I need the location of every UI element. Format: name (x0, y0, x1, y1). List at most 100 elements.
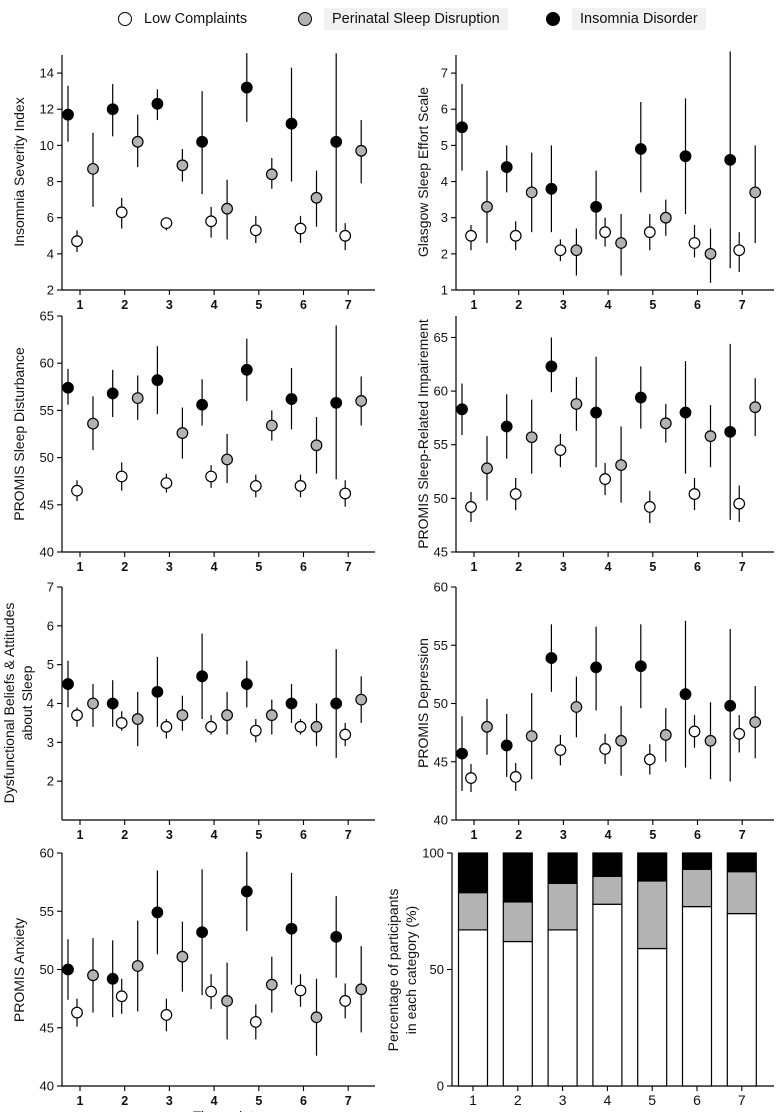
data-point (643, 226, 656, 239)
data-point (330, 930, 343, 943)
data-point (688, 725, 701, 738)
bar-segment (592, 852, 623, 877)
data-point (160, 720, 173, 733)
bar-segment (681, 852, 713, 870)
data-point (196, 670, 209, 683)
bar-segment (547, 882, 578, 931)
y-tick-label: 3 (441, 210, 448, 225)
data-point (733, 727, 746, 740)
data-point (339, 728, 352, 741)
data-point (115, 990, 128, 1003)
y-axis-label: Glasgow Sleep Effort Scale (415, 87, 431, 257)
x-tick-label: 3 (559, 1092, 567, 1108)
data-point (151, 685, 164, 698)
x-tick-label: 5 (649, 298, 656, 312)
data-point (310, 1011, 323, 1024)
data-point (724, 153, 737, 166)
data-point (265, 978, 278, 991)
x-tick-label: 2 (121, 298, 128, 312)
data-point (679, 150, 692, 163)
data-point (176, 159, 189, 172)
data-point (509, 488, 522, 500)
data-point (115, 206, 128, 219)
data-point (131, 392, 144, 405)
data-point (634, 660, 647, 673)
x-tick-label: 6 (693, 1092, 701, 1108)
data-point (570, 244, 583, 257)
data-point (294, 222, 307, 235)
bar-segment (681, 868, 713, 908)
data-point (160, 1009, 173, 1021)
y-tick-label: 60 (40, 846, 54, 861)
bar-segment (637, 852, 668, 882)
y-tick-label: 8 (47, 174, 54, 189)
x-tick-label: 6 (694, 560, 701, 574)
data-point (643, 501, 656, 513)
y-axis-label-line2: about Sleep (19, 665, 35, 740)
y-tick-label: 4 (47, 246, 54, 261)
data-point (355, 144, 368, 157)
y-tick-label: 5 (441, 138, 448, 153)
data-point (221, 995, 234, 1007)
bar-segment (726, 871, 757, 915)
x-tick-label: 7 (739, 560, 746, 574)
legend-item-insomnia-disorder: Insomnia Disorder (546, 6, 706, 32)
y-tick-label: 2 (47, 774, 54, 789)
x-tick-label: 1 (471, 828, 478, 842)
x-tick-label: 7 (738, 1092, 746, 1108)
y-tick-label: 1 (441, 283, 448, 298)
x-tick-label: 5 (255, 298, 262, 312)
data-point (733, 497, 746, 510)
y-tick-label: 45 (434, 754, 448, 769)
data-point (456, 121, 468, 134)
x-tick-label: 1 (77, 298, 84, 312)
legend-item-perinatal-sleep-disruption: Perinatal Sleep Disruption (298, 6, 508, 32)
data-point (205, 985, 218, 998)
y-tick-label: 7 (441, 66, 448, 81)
x-tick-label: 5 (648, 1092, 656, 1108)
data-point (240, 363, 253, 376)
x-tick-label: 1 (469, 1092, 477, 1108)
data-point (294, 480, 307, 492)
y-tick-label: 12 (40, 102, 54, 117)
data-point (525, 730, 538, 743)
data-point (688, 488, 701, 500)
y-tick-label: 10 (40, 138, 54, 153)
data-point (240, 81, 253, 94)
data-point (106, 697, 119, 710)
y-tick-label: 40 (40, 545, 54, 560)
data-point (205, 470, 218, 483)
data-point (570, 398, 583, 410)
data-point (71, 709, 83, 722)
chart-dbas: 2 3 4 5 6 7 1 2 3 4 5 6 7 Dysfunctional Beliefs & Att… (1, 580, 375, 842)
bar-segment (457, 852, 489, 894)
data-point (205, 720, 218, 733)
data-point (500, 739, 513, 752)
data-point (500, 420, 513, 433)
data-point (176, 427, 189, 439)
data-point (615, 734, 627, 747)
x-tick-label: 6 (300, 1094, 307, 1108)
data-point (659, 211, 672, 224)
x-tick-label: 7 (739, 298, 746, 312)
data-point (115, 717, 128, 729)
data-point (265, 709, 278, 722)
data-point (465, 772, 477, 784)
data-point (62, 678, 74, 690)
x-tick-label: 1 (77, 560, 84, 574)
y-tick-label: 50 (40, 962, 54, 977)
y-tick-label: 14 (40, 66, 54, 81)
data-point (294, 984, 307, 997)
y-tick-label: 45 (434, 545, 448, 560)
x-tick-label: 4 (605, 298, 612, 312)
data-point (554, 744, 567, 756)
x-tick-label: 4 (605, 560, 612, 574)
data-point (62, 381, 74, 394)
legend-marker-insomnia-disorder (546, 12, 560, 26)
data-point (249, 480, 262, 492)
x-axis-label: Timepoint (193, 1108, 254, 1112)
data-point (599, 473, 611, 485)
